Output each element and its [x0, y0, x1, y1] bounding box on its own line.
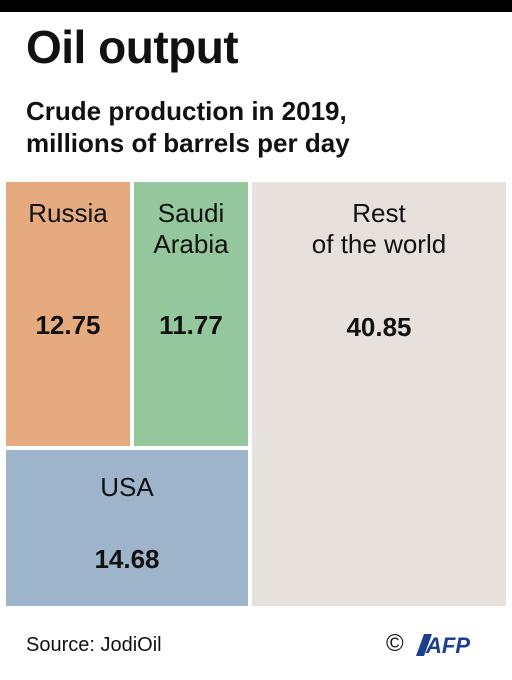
treemap-tile-usa: USA 14.68 — [6, 450, 248, 606]
treemap-tile-russia: Russia 12.75 — [6, 182, 130, 446]
subtitle-line-2: millions of barrels per day — [26, 128, 350, 158]
tile-label-saudi-arabia: Saudi Arabia — [134, 198, 248, 260]
afp-logo-text: AFP — [425, 633, 470, 658]
tile-label-line: Rest — [352, 198, 406, 228]
tile-value-saudi-arabia: 11.77 — [159, 310, 223, 340]
source-note: Source: JodiOil — [26, 634, 162, 656]
tile-value-usa: 14.68 — [94, 544, 160, 574]
afp-logo: AFP — [416, 633, 470, 658]
subtitle-line-1: Crude production in 2019, — [26, 96, 347, 126]
treemap-tile-saudi-arabia: Saudi Arabia 11.77 — [134, 182, 248, 446]
tile-label-line: Saudi — [157, 198, 225, 228]
treemap-tile-rest-of-world: Rest of the world 40.85 — [252, 182, 506, 606]
tile-label-usa: USA — [6, 472, 248, 503]
tile-label-line: Russia — [28, 198, 108, 228]
chart-subtitle: Crude production in 2019, millions of ba… — [26, 95, 496, 159]
tile-value-russia: 12.75 — [35, 310, 101, 340]
tile-label-line: Arabia — [153, 229, 229, 259]
tile-label-line: USA — [100, 472, 154, 502]
tile-label-russia: Russia — [6, 198, 130, 229]
chart-title: Oil output — [26, 21, 239, 73]
tile-label-line: of the world — [311, 229, 447, 259]
top-rule — [0, 0, 512, 12]
tile-value-rest-of-world: 40.85 — [346, 312, 412, 342]
tile-label-rest-of-world: Rest of the world — [252, 198, 506, 260]
copyright-icon: © — [386, 630, 404, 657]
